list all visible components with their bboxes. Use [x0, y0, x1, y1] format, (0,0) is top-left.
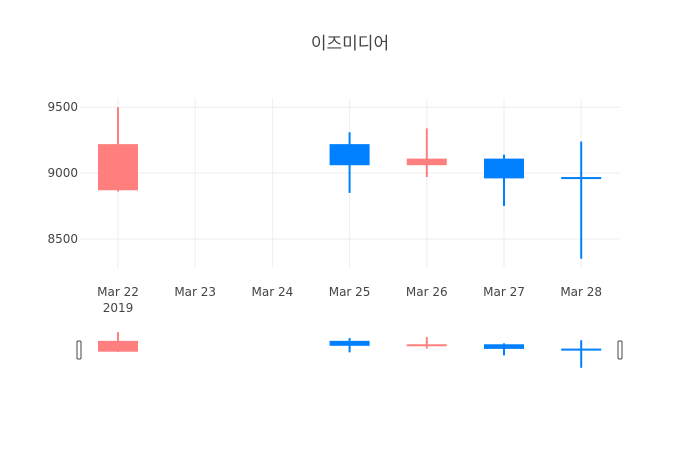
candle-body — [406, 158, 447, 166]
range-slider-left-handle[interactable] — [76, 340, 82, 360]
candle-body — [98, 340, 138, 352]
candle-mini — [484, 343, 524, 356]
y-axis-ticks: 8500 9000 9500 — [47, 100, 78, 246]
candle-mini — [561, 340, 602, 368]
x-year-label: 2019 — [103, 301, 134, 315]
candle-mini — [329, 338, 370, 353]
candles — [98, 107, 602, 259]
range-slider-candles — [98, 332, 602, 368]
range-slider[interactable] — [76, 332, 623, 368]
candle-body — [561, 348, 602, 351]
y-tick-label: 8500 — [47, 232, 78, 246]
x-tick-label: Mar 28 — [560, 285, 602, 299]
x-tick-label: Mar 24 — [252, 285, 294, 299]
candle-body — [561, 177, 602, 180]
candle-body — [329, 144, 370, 166]
x-tick-label: Mar 22 — [97, 285, 139, 299]
y-tick-label: 9500 — [47, 100, 78, 114]
candle-body — [484, 344, 524, 349]
candle — [406, 128, 447, 178]
range-slider-right-handle[interactable] — [617, 340, 623, 360]
chart-title: 이즈미디어 — [311, 34, 389, 54]
y-tick-label: 9000 — [47, 166, 78, 180]
candle — [561, 141, 602, 259]
x-tick-label: Mar 23 — [174, 285, 216, 299]
candle — [484, 154, 524, 207]
x-axis-ticks: Mar 22 Mar 23 Mar 24 Mar 25 Mar 26 Mar 27 Mar … — [97, 285, 602, 315]
x-tick-label: Mar 25 — [329, 285, 371, 299]
candle-mini — [98, 332, 138, 353]
candle — [329, 132, 370, 193]
candle-body — [406, 344, 447, 347]
candle-body — [98, 144, 138, 191]
candle-body — [329, 340, 370, 346]
candle — [98, 107, 138, 192]
candle-body — [484, 158, 524, 179]
candle-mini — [406, 337, 447, 349]
x-tick-label: Mar 27 — [483, 285, 525, 299]
x-tick-label: Mar 26 — [406, 285, 448, 299]
